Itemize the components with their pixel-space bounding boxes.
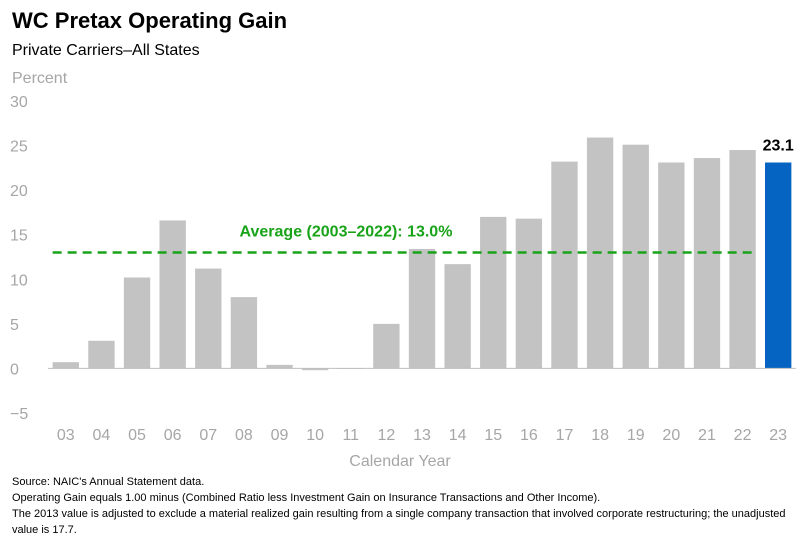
bar-13 <box>408 248 436 369</box>
x-tick-label: 13 <box>413 427 431 444</box>
average-label: Average (2003–2022): 13.0% <box>240 224 453 241</box>
y-tick-label: −5 <box>10 406 28 423</box>
x-tick-label: 12 <box>377 427 395 444</box>
x-tick-label: 19 <box>627 427 645 444</box>
x-tick-label: 17 <box>556 427 574 444</box>
x-tick-label: 14 <box>449 427 467 444</box>
bar-21 <box>693 158 721 369</box>
bar-15 <box>480 216 507 369</box>
bar-03 <box>52 362 79 369</box>
x-tick-label: 10 <box>306 427 324 444</box>
highlight-data-label: 23.1 <box>763 138 794 155</box>
y-tick-label: 5 <box>10 317 19 334</box>
bar-23 <box>765 162 792 369</box>
bar-22 <box>729 150 756 369</box>
bar-10 <box>301 368 329 371</box>
x-tick-label: 04 <box>93 427 111 444</box>
footnote-adjustment: The 2013 value is adjusted to exclude a … <box>12 508 786 536</box>
x-tick-label: 16 <box>520 427 538 444</box>
bar-07 <box>195 268 222 369</box>
x-tick-label: 22 <box>734 427 752 444</box>
x-tick-label: 23 <box>769 427 787 444</box>
y-tick-label: 10 <box>10 272 28 289</box>
bar-08 <box>230 297 258 369</box>
y-tick-label: 30 <box>10 94 28 111</box>
x-tick-label: 20 <box>662 427 680 444</box>
y-tick-label: 25 <box>10 139 28 156</box>
chart-title: WC Pretax Operating Gain <box>12 8 288 33</box>
bar-04 <box>88 340 115 369</box>
bar-14 <box>444 264 471 369</box>
x-tick-label: 21 <box>698 427 716 444</box>
x-tick-label: 08 <box>235 427 253 444</box>
x-tick-label: 05 <box>128 427 146 444</box>
footnote-source: Source: NAIC's Annual Statement data. <box>12 476 205 488</box>
x-tick-label: 09 <box>271 427 289 444</box>
y-tick-label: 20 <box>10 183 28 200</box>
x-tick-label: 06 <box>164 427 182 444</box>
x-tick-label: 07 <box>199 427 217 444</box>
bar-06 <box>159 220 186 369</box>
bar-05 <box>123 277 151 369</box>
y-tick-label: 15 <box>10 228 28 245</box>
x-axis-label: Calendar Year <box>349 453 451 470</box>
y-tick-label: 0 <box>10 361 19 378</box>
x-tick-label: 03 <box>57 427 75 444</box>
chart-subtitle: Private Carriers–All States <box>12 42 200 59</box>
x-tick-label: 11 <box>342 427 359 444</box>
bar-17 <box>551 161 578 369</box>
y-axis-label: Percent <box>12 70 68 87</box>
footnotes: Source: NAIC's Annual Statement data. Op… <box>12 474 792 538</box>
bar-20 <box>658 162 685 369</box>
x-tick-label: 18 <box>591 427 609 444</box>
bar-09 <box>266 364 293 369</box>
bar-16 <box>515 218 543 369</box>
bar-chart: Percent 30 25 20 15 10 5 0 −5 Average (2003–202… <box>10 70 796 470</box>
x-tick-label: 15 <box>484 427 502 444</box>
bar-12 <box>373 323 400 369</box>
bar-19 <box>622 144 649 369</box>
footnote-definition: Operating Gain equals 1.00 minus (Combin… <box>12 492 601 504</box>
